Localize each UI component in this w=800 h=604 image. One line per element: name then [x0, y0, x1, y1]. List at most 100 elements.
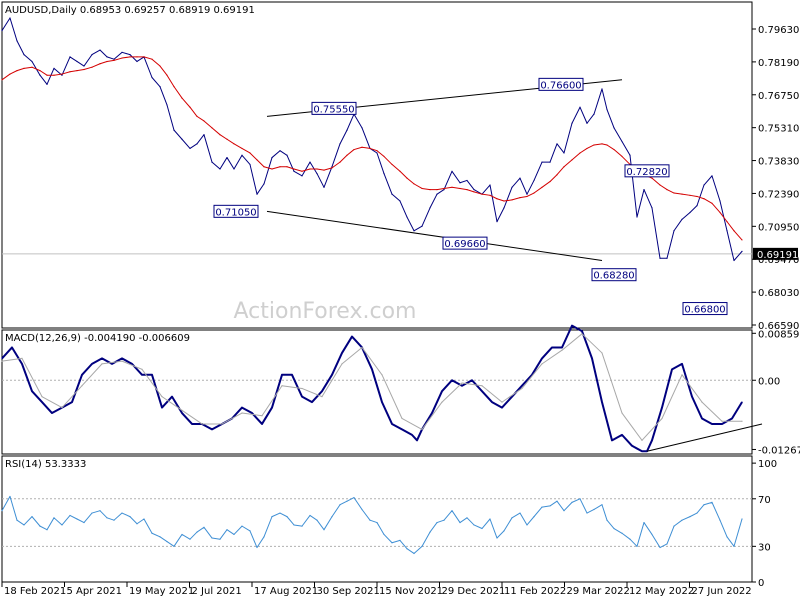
pane-1-series-0-point-15 — [151, 374, 153, 376]
pane-1-series-0-point-67 — [651, 439, 653, 441]
pane-2-series-0-point-69 — [519, 512, 521, 514]
pane-1-series-1-point-8 — [161, 396, 163, 398]
pane-1-series-0-point-62 — [611, 439, 613, 441]
pane-0-title: AUDUSD,Daily 0.68953 0.69257 0.68919 0.6… — [5, 5, 255, 16]
pane-0-series-1-point-47 — [353, 148, 355, 151]
pane-2-series-0-point-20 — [151, 532, 153, 534]
pane-2-series-0-point-82 — [613, 527, 615, 530]
pane-2-series-0-point-85 — [636, 545, 638, 547]
pane-0-series-1-point-45 — [339, 161, 341, 163]
pane-2-series-0-point-81 — [606, 519, 608, 521]
pane-0-series-0-point-26 — [196, 143, 198, 145]
pane-0-series-1-point-61 — [459, 187, 461, 190]
x-tick-label-2: 19 May 2021 — [129, 586, 194, 597]
pane-2-series-0-point-89 — [666, 543, 668, 545]
pane-0-series-0-point-65 — [489, 184, 491, 186]
pane-0-series-0-point-80 — [601, 88, 603, 90]
pane-0-series-0-point-84 — [629, 154, 631, 156]
pane-0-series-0-point-81 — [606, 108, 608, 111]
pane-0-series-0-point-20 — [151, 76, 153, 79]
price-annotation-2-label: 0.71050 — [215, 207, 256, 218]
pane-2-series-0-point-54 — [406, 548, 408, 550]
pane-0-series-0-line — [1, 17, 743, 262]
pane-0-series-1-point-27 — [203, 120, 205, 122]
pane-1-series-0-point-42 — [416, 439, 418, 441]
pane-0-series-0-point-48 — [361, 127, 363, 129]
pane-0-series-1-point-26 — [196, 115, 198, 117]
pane-0-series-0-point-92 — [689, 211, 691, 214]
pane-2-series-0-point-73 — [549, 505, 551, 507]
pane-0-series-0-point-40 — [301, 175, 303, 177]
pane-0-series-1-point-39 — [293, 168, 295, 170]
pane-0-series-0-point-53 — [399, 200, 401, 202]
pane-2-series-0-point-79 — [593, 508, 595, 511]
pane-1-series-0-point-21 — [211, 428, 213, 431]
pane-0-series-1-point-38 — [286, 166, 288, 168]
pane-2-series-0-point-26 — [196, 531, 198, 533]
pane-1-series-1-point-31 — [621, 412, 623, 414]
pane-2-ytick-2: 30 — [758, 542, 771, 553]
last-price-tag-bg — [753, 247, 798, 260]
pane-0-series-0-point-58 — [436, 193, 438, 195]
pane-0-series-1-point-78 — [586, 147, 588, 150]
pane-0-ytick-4: 0.73830 — [758, 157, 799, 168]
pane-2-series-0-point-76 — [571, 501, 573, 503]
pane-0-series-0-point-16 — [121, 51, 123, 53]
pane-2-series-0-point-50 — [376, 521, 378, 524]
pane-2-series-0-point-72 — [541, 506, 543, 508]
pane-1-series-1-point-25 — [501, 401, 503, 403]
pane-1-series-0-point-50 — [491, 401, 493, 403]
pane-0-series-1-point-20 — [151, 58, 153, 60]
pane-0-series-0-point-17 — [129, 54, 131, 56]
price-annotation-2-box — [213, 204, 259, 218]
pane-1-series-1-point-24 — [481, 385, 483, 387]
pane-0-series-0-point-27 — [203, 134, 205, 136]
pane-0-series-1-point-72 — [541, 186, 543, 188]
pane-2-series-0-point-48 — [361, 508, 363, 511]
pane-0-series-0-point-30 — [226, 156, 228, 159]
pane-1-series-1-point-26 — [521, 387, 523, 390]
pane-2-series-0-point-24 — [181, 533, 183, 536]
pane-1-series-0-point-7 — [71, 401, 73, 403]
pane-1-series-0-point-46 — [451, 379, 453, 381]
pane-0-series-0-point-43 — [323, 186, 325, 188]
pane-0-ytick-2: 0.76750 — [758, 91, 799, 102]
pane-0-series-0-point-8 — [61, 74, 63, 76]
pane-0-series-0-point-1 — [9, 17, 11, 19]
x-tick-label-3: 2 Jul 2021 — [192, 586, 242, 597]
pane-0-series-1-point-77 — [579, 152, 581, 154]
pane-0-frame — [1, 1, 753, 329]
pane-2-series-0-point-0 — [1, 510, 3, 512]
pane-2-series-0-point-75 — [563, 510, 565, 512]
pane-0-series-1-point-10 — [76, 70, 78, 72]
pane-2-series-0-point-18 — [136, 523, 138, 525]
pane-1-series-1-point-37 — [741, 420, 743, 422]
pane-0-series-0-point-87 — [651, 207, 653, 209]
pane-0-series-0-point-52 — [391, 193, 393, 195]
pane-0-series-0-point-2 — [16, 40, 18, 42]
pane-0-series-0-point-3 — [23, 54, 25, 56]
price-annotation-0-label: 0.75550 — [313, 104, 354, 115]
pane-0-series-0-point-33 — [249, 163, 251, 166]
pane-0-series-0-point-66 — [496, 221, 498, 223]
pane-0-series-1-point-95 — [711, 202, 713, 204]
pane-0-series-0-point-59 — [443, 188, 445, 191]
pane-1-series-1-point-27 — [541, 363, 543, 365]
pane-0-series-1-point-14 — [106, 60, 108, 63]
pane-0-series-0-point-96 — [719, 200, 721, 202]
pane-0-series-0-point-69 — [519, 177, 521, 179]
pane-0-series-1-point-53 — [399, 170, 401, 172]
pane-1-series-0-point-47 — [461, 385, 463, 387]
pane-1-series-0-point-12 — [121, 357, 123, 360]
pane-0-ytick-5: 0.72390 — [758, 189, 799, 200]
pane-0-series-0-point-32 — [241, 154, 243, 156]
pane-1-series-0-point-61 — [601, 401, 603, 403]
pane-1-series-0-point-69 — [671, 368, 673, 370]
pane-2-series-0-point-94 — [703, 504, 705, 506]
pane-0-series-0-point-68 — [511, 186, 513, 188]
pane-0-series-1-point-52 — [391, 163, 393, 166]
pane-2-series-0-point-97 — [726, 536, 728, 538]
pane-0-series-1-point-65 — [489, 194, 491, 196]
pane-0-series-1-point-54 — [406, 177, 408, 179]
